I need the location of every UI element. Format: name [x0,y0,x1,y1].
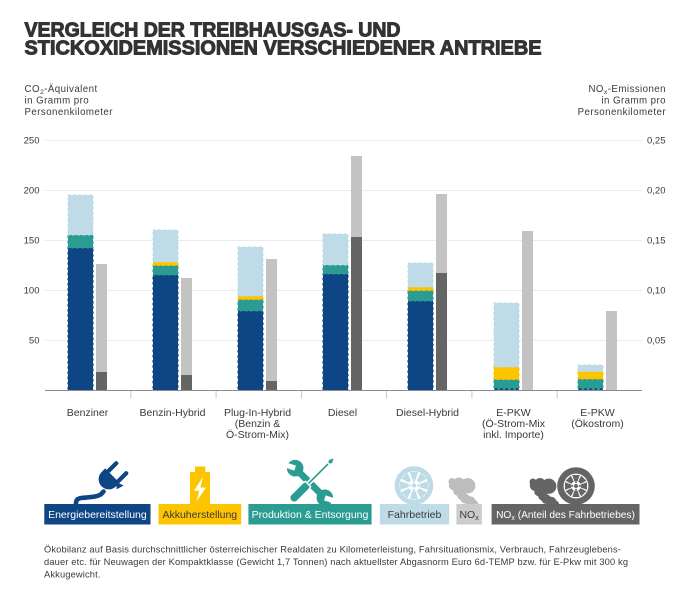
svg-text:Energiebereitstellung: Energiebereitstellung [48,509,147,521]
svg-text:Fahrbetrieb: Fahrbetrieb [388,509,442,521]
svg-text:CO2-Äquivalent: CO2-Äquivalent [25,84,98,96]
svg-text:0,05: 0,05 [647,335,666,346]
svg-text:VERGLEICH DER TREIBHAUSGAS- UN: VERGLEICH DER TREIBHAUSGAS- UND [25,19,401,41]
svg-text:Personenkilometer: Personenkilometer [25,107,114,118]
svg-text:Ökobilanz auf Basis durchschni: Ökobilanz auf Basis durchschnittlicher ö… [44,545,621,555]
svg-text:0,10: 0,10 [647,285,666,296]
svg-text:(Ökostrom): (Ökostrom) [571,418,624,430]
svg-text:Diesel-Hybrid: Diesel-Hybrid [396,407,459,419]
svg-text:NOx (Anteil des Fahrbetriebes): NOx (Anteil des Fahrbetriebes) [496,510,635,522]
svg-text:Benziner: Benziner [67,407,109,419]
svg-text:in Gramm pro: in Gramm pro [601,96,666,107]
svg-text:250: 250 [24,135,40,146]
svg-text:Diesel: Diesel [328,407,357,419]
svg-text:dauer etc. für Neuwagen der Ko: dauer etc. für Neuwagen der Kompaktklass… [44,557,628,567]
svg-text:200: 200 [24,185,40,196]
svg-text:NOx: NOx [459,509,479,522]
svg-text:0,15: 0,15 [647,235,666,246]
svg-text:(Benzin &: (Benzin & [235,418,281,430]
svg-text:Ö-Strom-Mix): Ö-Strom-Mix) [226,429,289,441]
svg-text:Plug-In-Hybrid: Plug-In-Hybrid [224,407,291,419]
svg-text:E-PKW: E-PKW [580,407,615,419]
svg-text:NOx-Emissionen: NOx-Emissionen [588,84,666,96]
svg-text:Akkuherstellung: Akkuherstellung [162,509,237,521]
svg-text:Produktion & Entsorgung: Produktion & Entsorgung [252,509,369,521]
svg-text:150: 150 [24,235,40,246]
svg-text:Akkugewicht.: Akkugewicht. [44,570,101,580]
svg-text:100: 100 [24,285,40,296]
svg-text:inkl. Importe): inkl. Importe) [483,429,544,441]
svg-text:STICKOXIDEMISSIONEN VERSCHIEDE: STICKOXIDEMISSIONEN VERSCHIEDENER ANTRIE… [25,38,542,60]
svg-text:0,20: 0,20 [647,185,666,196]
svg-text:in Gramm pro: in Gramm pro [25,96,90,107]
svg-text:(Ö-Strom-Mix: (Ö-Strom-Mix [482,418,546,430]
svg-text:50: 50 [29,335,40,346]
svg-text:Personenkilometer: Personenkilometer [578,107,667,118]
svg-text:0,25: 0,25 [647,135,666,146]
svg-text:Benzin-Hybrid: Benzin-Hybrid [140,407,206,419]
svg-text:E-PKW: E-PKW [496,407,531,419]
